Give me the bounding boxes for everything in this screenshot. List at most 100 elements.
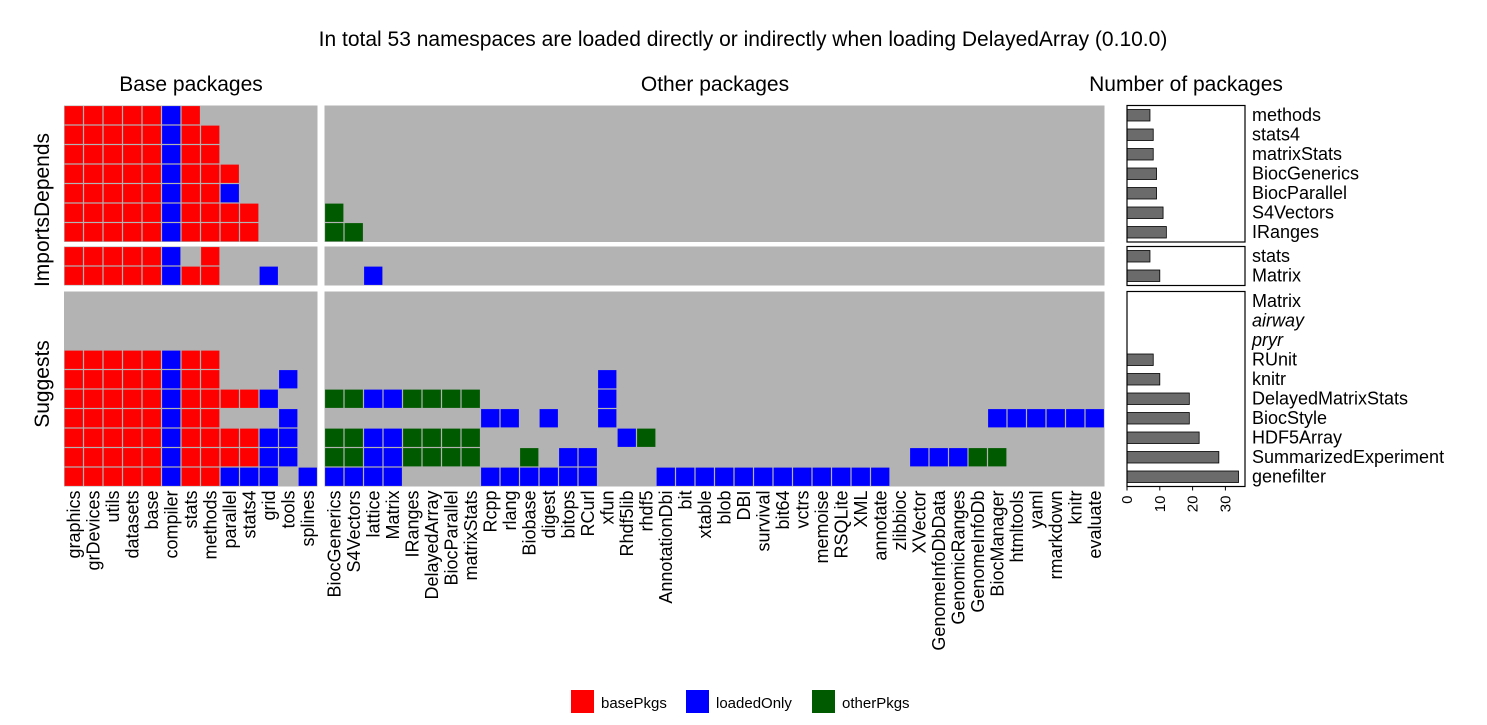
other-cell xyxy=(442,184,461,203)
other-column-label: bitops xyxy=(558,491,578,539)
row-label: BiocGenerics xyxy=(1252,164,1359,184)
base-cell xyxy=(103,467,122,486)
other-cell xyxy=(1066,389,1085,408)
other-cell xyxy=(695,145,714,164)
other-cell xyxy=(929,164,948,183)
base-column-label: stats4 xyxy=(239,491,259,539)
other-cell xyxy=(656,428,675,447)
base-cell xyxy=(259,467,278,486)
count-bars: 0 10 20 30 xyxy=(1119,104,1246,513)
base-cell xyxy=(298,184,317,203)
other-cell xyxy=(598,331,617,350)
other-column-label: yaml xyxy=(1026,491,1046,529)
other-cell xyxy=(598,409,617,428)
other-cell xyxy=(578,428,597,447)
base-cell xyxy=(240,125,259,144)
other-cell xyxy=(793,145,812,164)
other-cell xyxy=(1085,331,1104,350)
base-cell xyxy=(162,184,181,203)
other-cell xyxy=(832,350,851,369)
base-cell xyxy=(259,350,278,369)
base-cell xyxy=(64,164,83,183)
other-cell xyxy=(364,370,383,389)
other-cell xyxy=(949,311,968,330)
other-cell xyxy=(422,125,441,144)
other-cell xyxy=(949,467,968,486)
base-cell xyxy=(201,145,220,164)
other-cell xyxy=(1066,331,1085,350)
other-cell xyxy=(442,448,461,467)
other-cell xyxy=(383,223,402,242)
other-cell xyxy=(1046,145,1065,164)
base-cell xyxy=(103,389,122,408)
other-cell xyxy=(890,389,909,408)
other-cell xyxy=(832,292,851,311)
other-cell xyxy=(1066,428,1085,447)
base-cell xyxy=(279,106,298,125)
other-cell xyxy=(812,311,831,330)
base-cell xyxy=(279,409,298,428)
chart-title: In total 53 namespaces are loaded direct… xyxy=(319,28,1168,51)
other-cell xyxy=(481,266,500,285)
other-cell xyxy=(403,428,422,447)
count-bar xyxy=(1126,206,1164,219)
other-cell xyxy=(422,389,441,408)
base-cell xyxy=(142,409,161,428)
other-cell xyxy=(1046,266,1065,285)
other-cell xyxy=(851,409,870,428)
base-cell xyxy=(84,247,103,266)
base-cell xyxy=(298,467,317,486)
other-cell xyxy=(617,247,636,266)
other-cell xyxy=(890,266,909,285)
base-cell xyxy=(220,223,239,242)
other-cell xyxy=(442,311,461,330)
base-cell xyxy=(142,311,161,330)
other-cell xyxy=(832,106,851,125)
other-cell xyxy=(403,409,422,428)
other-cell xyxy=(500,350,519,369)
other-cell xyxy=(949,223,968,242)
other-cell xyxy=(1027,331,1046,350)
count-tick-label: 20 xyxy=(1185,496,1202,513)
other-cell xyxy=(929,311,948,330)
other-cell xyxy=(539,125,558,144)
base-cell xyxy=(279,370,298,389)
other-cell xyxy=(695,266,714,285)
base-cell xyxy=(298,164,317,183)
other-cell xyxy=(481,145,500,164)
other-cell xyxy=(344,370,363,389)
other-cell xyxy=(383,145,402,164)
base-cell xyxy=(240,467,259,486)
base-cell xyxy=(279,184,298,203)
other-column-label: BiocManager xyxy=(987,490,1007,596)
base-column-label: grid xyxy=(259,491,279,521)
other-cell xyxy=(617,370,636,389)
base-cell xyxy=(64,292,83,311)
other-cell xyxy=(422,203,441,222)
other-cell xyxy=(851,370,870,389)
other-cell xyxy=(325,106,344,125)
base-cell xyxy=(84,184,103,203)
other-cell xyxy=(481,448,500,467)
other-cell xyxy=(442,350,461,369)
other-cell xyxy=(520,428,539,447)
base-cell xyxy=(181,428,200,447)
other-cell xyxy=(851,311,870,330)
other-cell xyxy=(500,409,519,428)
base-cell xyxy=(64,389,83,408)
other-cell xyxy=(598,448,617,467)
base-cell xyxy=(84,311,103,330)
base-cell xyxy=(84,164,103,183)
base-cell xyxy=(142,331,161,350)
other-cell xyxy=(929,292,948,311)
other-cell xyxy=(773,370,792,389)
other-cell xyxy=(1046,184,1065,203)
other-cell xyxy=(442,370,461,389)
other-cell xyxy=(325,164,344,183)
other-cell xyxy=(500,247,519,266)
other-cell xyxy=(344,125,363,144)
base-cell xyxy=(279,448,298,467)
base-cell xyxy=(240,428,259,447)
other-cell xyxy=(1027,203,1046,222)
other-cell xyxy=(812,292,831,311)
